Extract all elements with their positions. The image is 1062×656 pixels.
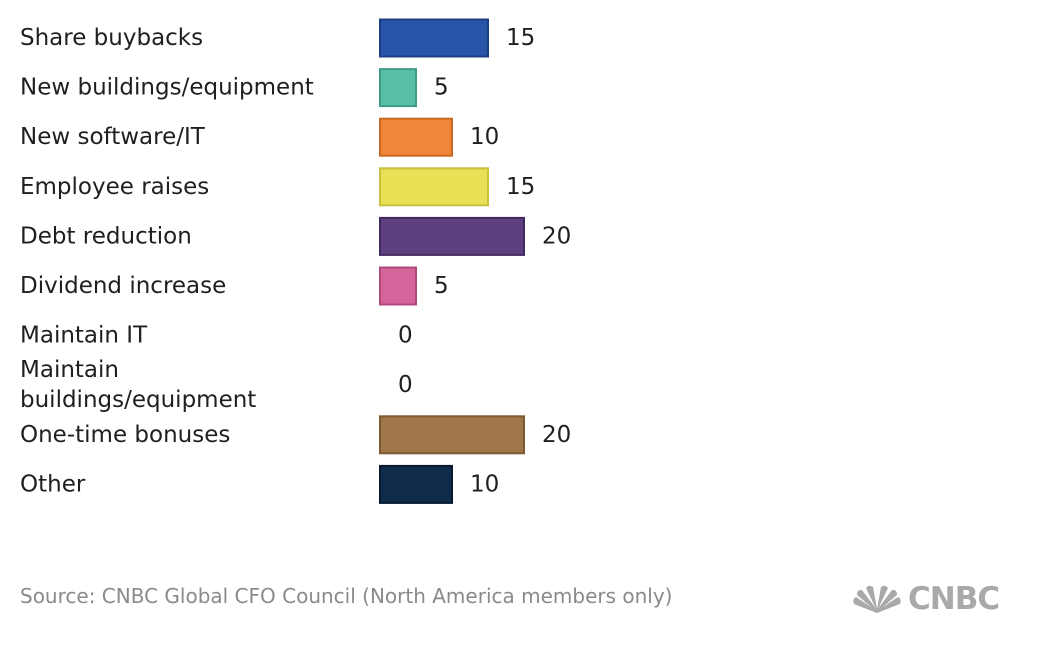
bar — [379, 68, 417, 108]
category-label: Other — [20, 471, 86, 497]
category-label: Maintain IT — [20, 323, 148, 349]
bar — [379, 266, 417, 306]
bar — [379, 18, 489, 58]
category-label: New buildings/equipment — [20, 75, 314, 101]
value-label: 10 — [470, 471, 499, 497]
category-label: Dividend increase — [20, 273, 226, 299]
category-label: One-time bonuses — [20, 422, 230, 448]
value-label: 20 — [542, 223, 571, 249]
bar — [379, 464, 453, 504]
logo-wordmark: CNBC — [908, 580, 1000, 617]
bar — [379, 117, 453, 157]
category-label: New software/IT — [20, 124, 206, 150]
peacock-icon — [853, 585, 901, 613]
bar — [379, 216, 525, 256]
category-label: Share buybacks — [20, 25, 203, 51]
bar — [379, 415, 525, 455]
value-label: 5 — [434, 75, 449, 101]
value-label: 5 — [434, 273, 449, 299]
bar-chart: Share buybacks 15 New buildings/equipment 5… — [20, 18, 571, 504]
value-label: 0 — [398, 372, 413, 398]
value-label: 10 — [470, 124, 499, 150]
cnbc-logo: CNBC — [852, 582, 1048, 616]
value-label: 0 — [398, 323, 413, 349]
value-label: 20 — [542, 422, 571, 448]
value-label: 15 — [506, 25, 535, 51]
source-note: Source: CNBC Global CFO Council (North A… — [20, 584, 673, 608]
bar — [379, 167, 489, 207]
value-label: 15 — [506, 174, 535, 200]
category-label: Debt reduction — [20, 223, 192, 249]
category-label: Employee raises — [20, 174, 209, 200]
category-label: Maintain buildings/equipment — [20, 357, 256, 413]
